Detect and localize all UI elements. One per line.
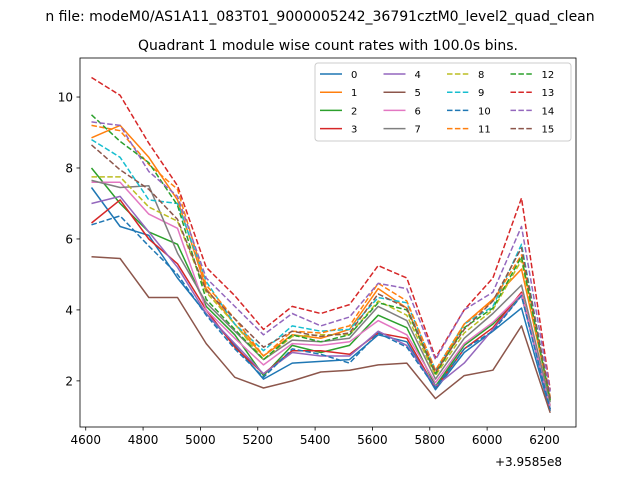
y-tick-label: 4 <box>65 303 73 317</box>
legend-label-10: 10 <box>478 106 491 117</box>
series-line-11 <box>91 124 551 397</box>
x-tick-label: 4600 <box>70 433 101 447</box>
legend-label-15: 15 <box>542 125 555 136</box>
x-axis-offset-label: +3.9585e8 <box>495 455 562 469</box>
series-line-9 <box>91 138 551 399</box>
series-line-0 <box>90 187 551 412</box>
y-tick-label: 2 <box>65 374 73 388</box>
y-tick-label: 10 <box>58 91 73 105</box>
x-tick-label: 5000 <box>185 433 216 447</box>
series-line-6 <box>91 181 551 406</box>
x-tick-label: 5800 <box>415 433 446 447</box>
legend-label-5: 5 <box>415 88 421 99</box>
chart-title: Quadrant 1 module wise count rates with … <box>138 38 518 54</box>
series-line-4 <box>91 195 551 410</box>
figure-suptitle: n file: modeM0/AS1A11_083T01_9000005242_… <box>45 9 594 25</box>
legend-label-13: 13 <box>542 88 555 99</box>
series-line-5 <box>91 255 551 414</box>
series-line-10 <box>91 215 551 410</box>
x-tick-label: 4800 <box>128 433 159 447</box>
legend-box <box>314 62 572 142</box>
legend-label-6: 6 <box>415 106 421 117</box>
y-tick-label: 6 <box>65 232 73 246</box>
axes: 4600 4800 5000 5200 5400 5600 5800 6000 6200 2 4 6 8… <box>58 57 577 447</box>
y-tick-label: 8 <box>65 161 73 175</box>
legend-label-1: 1 <box>351 88 357 99</box>
x-tick-label: 5600 <box>357 433 388 447</box>
series-line-14 <box>91 121 551 392</box>
legend-label-0: 0 <box>351 70 357 81</box>
legend-label-11: 11 <box>478 125 491 136</box>
series-line-15 <box>91 144 551 399</box>
x-tick-label: 5400 <box>300 433 331 447</box>
axes-frame <box>79 57 577 428</box>
series-line-2 <box>90 167 551 406</box>
x-tick-label: 6200 <box>529 433 560 447</box>
legend-label-7: 7 <box>415 125 421 136</box>
series-line-8 <box>91 176 551 401</box>
x-tick-label: 6000 <box>472 433 503 447</box>
legend-label-9: 9 <box>478 88 484 99</box>
legend-label-12: 12 <box>542 70 555 81</box>
legend-label-2: 2 <box>351 106 357 117</box>
legend-label-8: 8 <box>478 70 484 81</box>
series-line-12 <box>90 114 551 401</box>
series-line-13 <box>91 76 551 390</box>
legend-label-14: 14 <box>542 106 555 117</box>
legend-label-3: 3 <box>351 125 357 136</box>
legend-label-4: 4 <box>415 70 421 81</box>
x-tick-label: 5200 <box>242 433 273 447</box>
